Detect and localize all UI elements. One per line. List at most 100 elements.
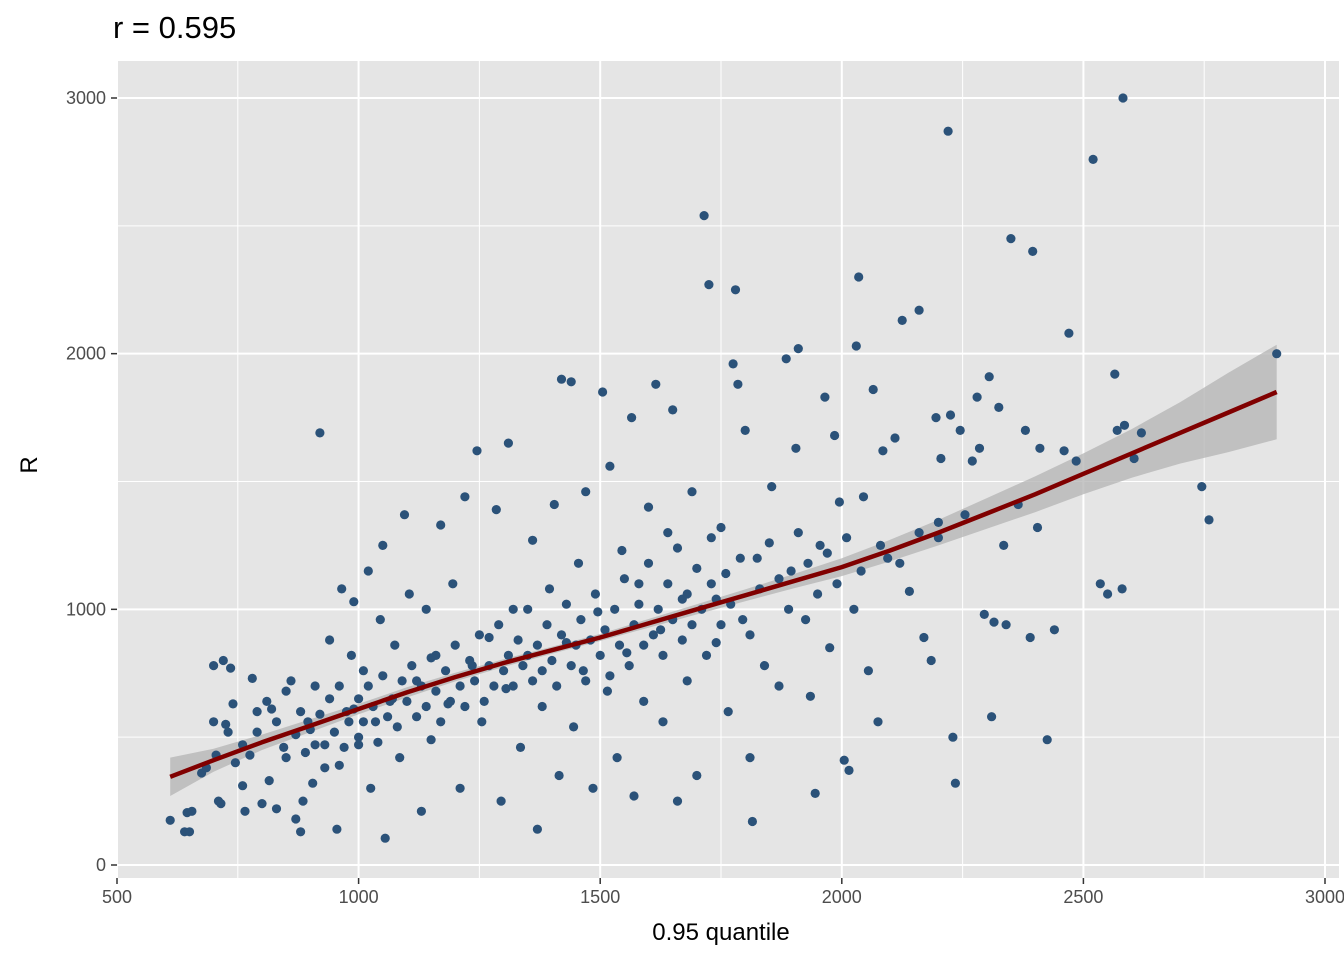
scatter-point: [426, 735, 436, 745]
scatter-point: [561, 599, 572, 609]
scatter-point: [651, 379, 661, 389]
scatter-point: [1136, 428, 1146, 438]
scatter-point: [774, 574, 784, 584]
axis-ticks: [111, 97, 1326, 884]
y-tick-label: 2000: [66, 344, 106, 364]
scatter-point: [375, 615, 385, 625]
scatter-point: [1006, 234, 1016, 244]
scatter-point: [402, 696, 412, 707]
scatter-point: [849, 604, 859, 614]
scatter-point: [281, 686, 291, 696]
scatter-point: [668, 405, 678, 415]
scatter-point: [752, 553, 762, 563]
scatter-point: [378, 540, 388, 551]
scatter-point: [421, 604, 431, 614]
scatter-point: [813, 589, 823, 599]
scatter-point: [455, 681, 465, 691]
scatter-point: [523, 604, 533, 614]
scatter-point: [639, 696, 649, 707]
scatter-point: [395, 753, 405, 763]
scatter-point: [875, 540, 886, 551]
scatter-point: [556, 374, 567, 384]
scatter-point: [1110, 369, 1120, 379]
scatter-point: [955, 425, 965, 435]
scatter-point: [936, 453, 946, 464]
scatter-point: [622, 648, 632, 658]
scatter-point: [576, 615, 586, 625]
scatter-point: [672, 543, 683, 553]
confidence-ribbon-layer: [170, 344, 1277, 796]
scatter-point: [701, 650, 712, 661]
scatter-point: [556, 630, 567, 640]
scatter-point: [960, 510, 970, 520]
scatter-point: [296, 827, 306, 837]
scatter-point: [602, 686, 613, 696]
scatter-point: [919, 632, 929, 643]
scatter-point: [271, 717, 282, 727]
scatter-point: [716, 522, 726, 533]
scatter-point: [267, 704, 277, 714]
scatter-point: [515, 742, 526, 753]
scatter-point: [286, 676, 296, 686]
scatter-point: [262, 696, 272, 707]
scatter-point: [868, 384, 878, 395]
scatter-point: [745, 630, 755, 640]
scatter-point: [552, 681, 562, 691]
scatter-point: [1117, 584, 1127, 594]
scatter-point: [370, 717, 381, 727]
scatter-point: [931, 413, 941, 423]
scatter-point: [967, 456, 977, 466]
scatter-point: [619, 574, 630, 584]
scatter-point: [854, 272, 864, 282]
scatter-point: [605, 461, 615, 471]
scatter-point: [943, 126, 953, 136]
scatter-point: [373, 737, 383, 747]
scatter-point: [346, 650, 356, 661]
scatter-point: [226, 663, 236, 673]
scatter-point: [252, 707, 262, 717]
scatter-point: [320, 763, 330, 773]
scatter-point: [699, 211, 709, 221]
scatter-point: [315, 428, 325, 438]
scatter-point: [581, 676, 591, 686]
scatter-point: [489, 681, 499, 691]
scatter-point: [730, 285, 741, 295]
scatter-point: [470, 676, 480, 686]
scatter-point: [740, 425, 750, 435]
scatter-point: [834, 497, 845, 507]
scatter-point: [337, 584, 347, 594]
scatter-point: [503, 438, 513, 448]
scatter-point: [610, 604, 620, 614]
scatter-point: [793, 344, 803, 354]
scatter-point: [745, 753, 755, 763]
scatter-point: [706, 533, 716, 543]
scatter-point: [334, 760, 344, 770]
scatter-point: [598, 387, 608, 397]
scatter-point: [416, 806, 426, 816]
scatter-point: [223, 727, 233, 737]
scatter-point: [421, 701, 431, 712]
scatter-point: [209, 661, 219, 671]
y-axis-title: R: [16, 456, 43, 473]
scatter-point: [573, 558, 584, 568]
scatter-point: [614, 640, 625, 650]
scatter-point: [767, 482, 777, 492]
scatter-point: [873, 717, 883, 727]
x-axis-title: 0.95 quantile: [652, 919, 789, 946]
scatter-point: [441, 666, 451, 676]
scatter-point: [291, 814, 301, 824]
scatter-point: [363, 681, 373, 691]
scatter-point: [706, 579, 716, 589]
scatter-point: [600, 625, 610, 635]
scatter-point: [281, 753, 291, 763]
scatter-point: [494, 620, 504, 630]
scatter-point: [692, 770, 702, 781]
scatter-point: [547, 655, 557, 666]
x-axis-tick-labels: 500 1000 1500 2000 2500 3000: [102, 887, 1344, 907]
scatter-point: [593, 607, 603, 617]
scatter-point: [677, 635, 687, 645]
scatter-point: [648, 630, 659, 640]
scatter-point: [537, 666, 547, 676]
scatter-point: [537, 701, 547, 712]
scatter-point: [187, 806, 197, 816]
